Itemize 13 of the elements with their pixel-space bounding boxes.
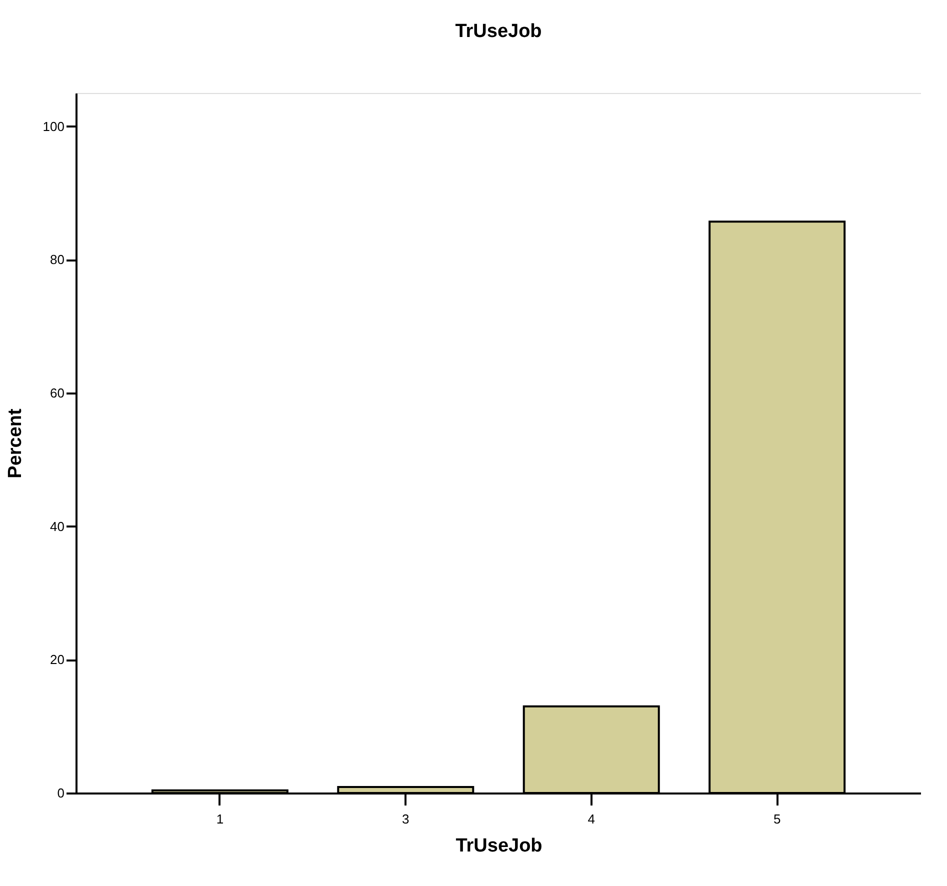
y-tick-label: 20 <box>50 652 64 668</box>
y-tick-label: 100 <box>42 118 64 134</box>
y-axis-title: Percent <box>4 408 26 478</box>
x-axis-title: TrUseJob <box>456 836 542 856</box>
x-tick-label: 4 <box>588 812 595 826</box>
y-tick-label: 60 <box>50 386 64 400</box>
y-tick-label: 80 <box>50 252 64 268</box>
y-tick-label: 40 <box>50 518 64 534</box>
x-tick-label: 1 <box>216 812 224 826</box>
x-tick-label: 5 <box>773 812 781 826</box>
y-tick-label: 0 <box>57 786 64 800</box>
x-tick-label: 3 <box>402 812 410 826</box>
chart-title: TrUseJob <box>455 21 542 42</box>
